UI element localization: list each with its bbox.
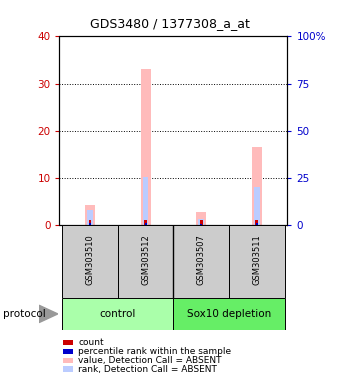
Text: Sox10 depletion: Sox10 depletion — [187, 309, 271, 319]
Bar — [199, 219, 204, 225]
Bar — [144, 220, 147, 225]
Text: GSM303511: GSM303511 — [252, 234, 261, 285]
Text: GSM303512: GSM303512 — [141, 234, 150, 285]
Text: control: control — [100, 309, 136, 319]
Text: percentile rank within the sample: percentile rank within the sample — [78, 347, 231, 356]
Bar — [252, 147, 262, 225]
Bar — [62, 298, 173, 330]
Text: protocol: protocol — [3, 309, 46, 319]
Text: count: count — [78, 338, 104, 347]
Bar — [229, 225, 285, 298]
Bar — [200, 224, 202, 225]
Bar — [256, 223, 258, 225]
Bar — [255, 220, 258, 225]
Bar — [87, 210, 93, 225]
Bar — [85, 205, 95, 225]
Bar — [173, 225, 229, 298]
Text: GSM303510: GSM303510 — [86, 234, 95, 285]
Bar — [200, 220, 203, 225]
Bar — [89, 220, 91, 225]
Bar — [89, 223, 91, 225]
Bar — [254, 187, 259, 225]
Bar — [118, 225, 173, 298]
Bar — [144, 223, 147, 225]
Bar — [143, 177, 148, 225]
Polygon shape — [39, 305, 58, 323]
Text: GDS3480 / 1377308_a_at: GDS3480 / 1377308_a_at — [90, 17, 250, 30]
Bar — [141, 70, 151, 225]
Text: GSM303507: GSM303507 — [197, 234, 206, 285]
Bar — [62, 225, 118, 298]
Text: rank, Detection Call = ABSENT: rank, Detection Call = ABSENT — [78, 364, 217, 374]
Text: value, Detection Call = ABSENT: value, Detection Call = ABSENT — [78, 356, 222, 365]
Bar — [173, 298, 285, 330]
Bar — [196, 212, 206, 225]
